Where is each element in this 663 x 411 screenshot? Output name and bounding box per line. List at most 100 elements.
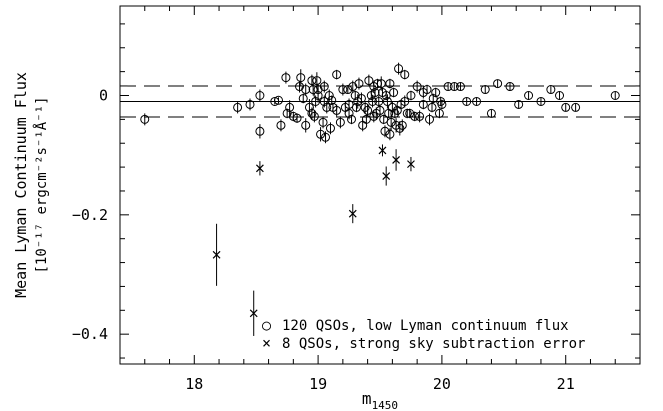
data-point-circle	[370, 87, 380, 98]
data-point-circle	[324, 89, 334, 102]
data-point-circle	[389, 87, 399, 98]
data-point-circle	[486, 108, 496, 118]
data-point-circle	[322, 101, 332, 114]
circle-marker	[412, 82, 422, 92]
data-point-circle	[332, 104, 342, 117]
data-point-circle	[338, 83, 348, 96]
data-point-circle	[308, 83, 318, 96]
cross-stroke	[392, 156, 401, 164]
cross-stroke	[407, 160, 415, 169]
circle-marker	[427, 102, 437, 112]
circle-marker	[472, 96, 482, 106]
circle-marker	[561, 102, 571, 112]
circle-marker	[255, 126, 265, 136]
data-point-circle	[356, 92, 366, 105]
data-point-circle	[363, 104, 373, 117]
circle-marker	[318, 117, 328, 127]
circle-marker	[402, 108, 412, 118]
data-point-circle	[245, 98, 255, 111]
circle-marker	[332, 105, 342, 115]
circle-marker	[415, 111, 425, 121]
data-point-circle	[233, 101, 243, 114]
y-axis-label-line1: Mean Lyman Continuum Flux	[12, 72, 30, 298]
data-point-cross	[382, 166, 391, 186]
cross-stroke	[249, 309, 258, 318]
circle-marker	[387, 102, 397, 112]
data-point-circle	[295, 80, 305, 93]
circle-marker	[370, 88, 380, 98]
circle-marker	[324, 91, 334, 100]
data-point-cross	[378, 144, 387, 157]
circle-marker	[276, 120, 286, 130]
circle-marker	[418, 88, 428, 98]
x-axis-label-main: m	[362, 389, 372, 408]
circle-marker	[555, 91, 565, 100]
data-point-circle	[296, 69, 306, 86]
x-tick-label: 18	[185, 375, 203, 393]
circle-marker	[332, 70, 342, 80]
legend-marker-circle: ○	[262, 316, 271, 334]
data-point-circle	[546, 85, 556, 95]
data-point-circle	[369, 110, 379, 123]
x-tick-label: 20	[433, 375, 451, 393]
data-point-circle	[434, 108, 444, 119]
circle-marker	[385, 79, 395, 89]
circle-marker	[380, 126, 390, 136]
circle-marker	[493, 79, 503, 89]
circle-marker	[347, 114, 357, 124]
y-tick-label: −0.4	[72, 325, 108, 343]
circle-marker	[410, 111, 420, 121]
circle-marker	[245, 99, 255, 109]
x-axis-label-subscript: 1450	[372, 399, 399, 411]
circle-marker	[319, 82, 329, 92]
x-tick-label: 21	[557, 375, 575, 393]
circle-marker	[486, 108, 496, 118]
circle-marker	[285, 102, 295, 112]
circle-marker	[369, 111, 379, 121]
circle-marker	[233, 102, 243, 112]
legend-marker-cross: ×	[262, 334, 271, 352]
circle-marker	[462, 96, 472, 106]
circle-marker	[255, 91, 265, 100]
x-axis-label: m1450	[362, 389, 398, 411]
circle-marker	[406, 91, 416, 100]
data-point-circle	[374, 95, 384, 108]
data-point-circle	[276, 119, 286, 132]
data-point-circle	[449, 82, 459, 92]
cross-stroke	[378, 146, 387, 155]
data-point-circle	[354, 77, 364, 90]
circle-marker	[386, 117, 396, 127]
circle-marker	[425, 114, 435, 124]
data-point-circle	[385, 128, 395, 141]
circle-marker	[437, 99, 447, 109]
circle-marker	[400, 96, 410, 106]
axis-ticks: 18 19 20 21 0 −0.2 −0.4	[72, 6, 641, 393]
circle-marker	[309, 111, 319, 121]
circle-marker	[344, 99, 354, 109]
circle-marker	[301, 120, 311, 130]
data-point-circle	[610, 91, 620, 100]
circle-marker	[351, 102, 361, 112]
circle-marker	[400, 70, 410, 80]
circle-marker	[382, 96, 392, 106]
cross-stroke	[348, 209, 357, 218]
circle-marker	[418, 99, 428, 109]
data-point-circle	[319, 80, 329, 93]
data-point-circle	[571, 102, 581, 112]
plot-frame	[119, 5, 641, 365]
data-point-circle	[273, 95, 283, 105]
circle-marker	[376, 79, 386, 89]
data-point-circle	[380, 125, 390, 138]
circle-marker	[394, 64, 404, 74]
legend: ○ 120 QSOs, low Lyman continuum flux × 8…	[262, 316, 585, 352]
circle-marker	[311, 96, 321, 106]
circle-marker	[443, 82, 453, 92]
data-point-circle	[255, 89, 265, 102]
data-point-circle	[335, 116, 345, 129]
circle-marker	[335, 117, 345, 127]
data-point-circle	[524, 91, 534, 100]
circle-marker	[316, 129, 326, 139]
data-point-circle	[375, 104, 385, 117]
data-point-circle	[318, 116, 328, 129]
